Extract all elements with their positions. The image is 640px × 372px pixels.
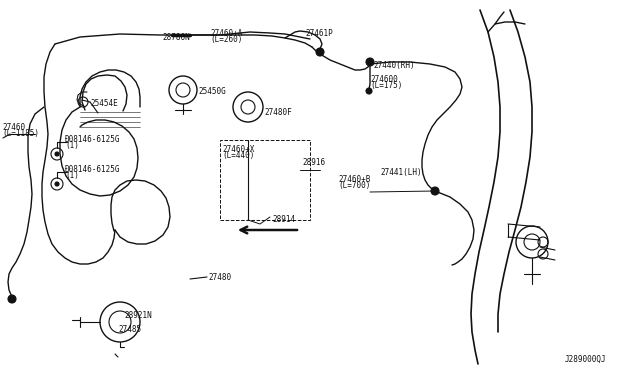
Text: 27480F: 27480F	[264, 108, 292, 117]
Text: 28921N: 28921N	[124, 311, 152, 320]
Text: 27440(RH): 27440(RH)	[373, 61, 415, 70]
Text: 27461P: 27461P	[305, 29, 333, 38]
Circle shape	[55, 182, 59, 186]
Text: B: B	[56, 182, 59, 186]
Text: 27460+X: 27460+X	[222, 145, 254, 154]
Circle shape	[366, 88, 372, 94]
Text: 27460: 27460	[2, 123, 25, 132]
Text: A: A	[56, 151, 59, 157]
Circle shape	[366, 58, 374, 66]
Text: 274600: 274600	[370, 75, 397, 84]
Text: 27460+A: 27460+A	[210, 29, 243, 38]
Text: Ð08146-6125G: Ð08146-6125G	[65, 165, 120, 174]
Text: (1): (1)	[65, 171, 79, 180]
Text: 27460+B: 27460+B	[338, 175, 371, 184]
Text: 25450G: 25450G	[198, 87, 226, 96]
Circle shape	[316, 48, 324, 56]
Text: 27485: 27485	[118, 325, 141, 334]
Text: (L=1185): (L=1185)	[2, 129, 39, 138]
Text: 28786N: 28786N	[162, 33, 189, 42]
Text: (L=440): (L=440)	[222, 151, 254, 160]
Text: 27441(LH): 27441(LH)	[380, 168, 422, 177]
Circle shape	[55, 152, 59, 156]
Text: (L=175): (L=175)	[370, 81, 403, 90]
Text: (L=260): (L=260)	[210, 35, 243, 44]
Text: J289000QJ: J289000QJ	[565, 355, 607, 364]
Text: Ð08146-6125G: Ð08146-6125G	[65, 135, 120, 144]
Text: 27480: 27480	[208, 273, 231, 282]
Text: 28916: 28916	[302, 158, 325, 167]
Text: 25454E: 25454E	[90, 99, 118, 108]
Circle shape	[431, 187, 439, 195]
Text: 28914: 28914	[272, 215, 295, 224]
Text: (1): (1)	[65, 141, 79, 150]
Circle shape	[8, 295, 16, 303]
Bar	[220, 140, 310, 220]
Text: (L=700): (L=700)	[338, 181, 371, 190]
